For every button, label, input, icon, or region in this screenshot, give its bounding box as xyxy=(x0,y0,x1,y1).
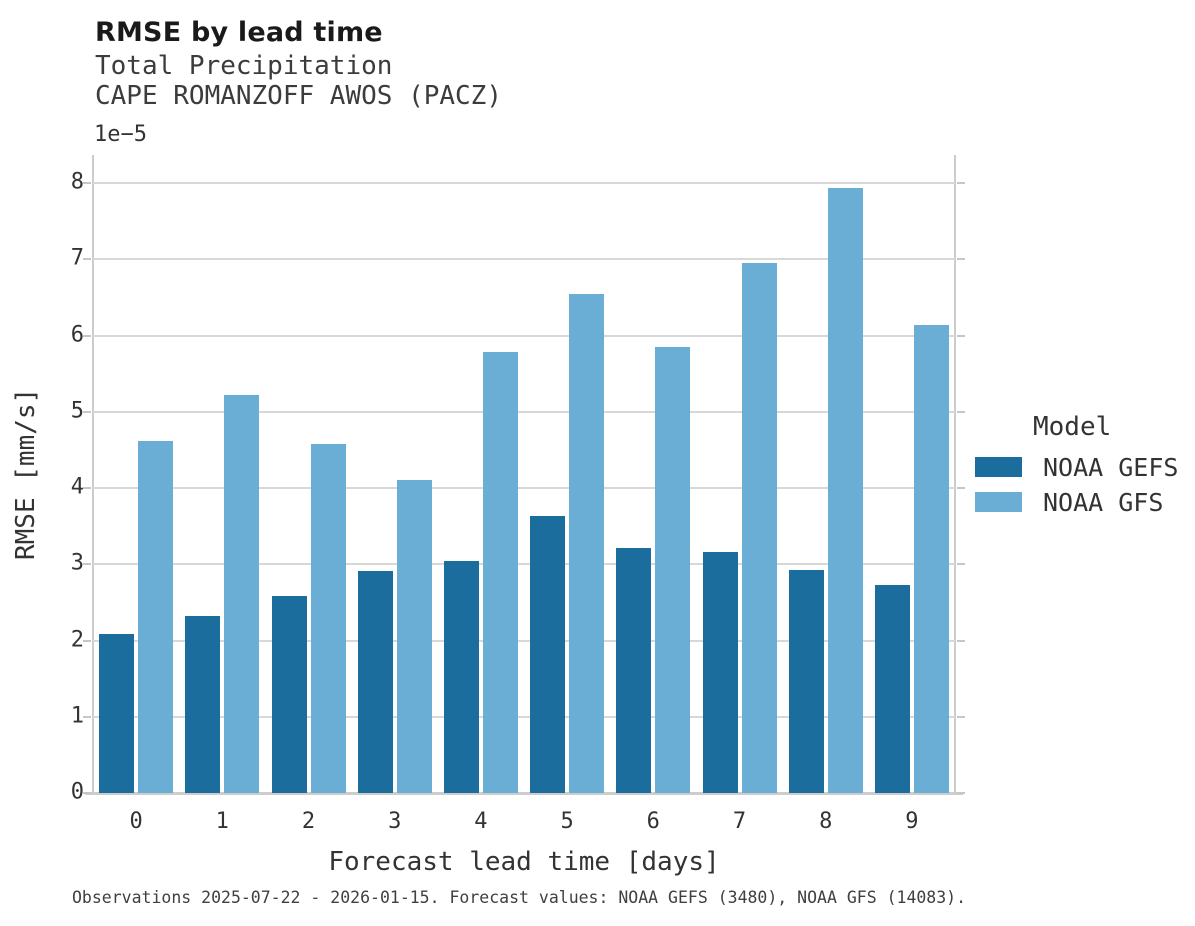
gridline-y-8 xyxy=(93,182,955,185)
y-tick-label-8: 8 xyxy=(70,169,84,195)
right-spine xyxy=(954,155,956,793)
bar-noaa-gefs-5 xyxy=(530,516,566,793)
y-tick-label-6: 6 xyxy=(70,322,84,348)
y-tick-label-1: 1 xyxy=(70,703,84,729)
bar-noaa-gfs-4 xyxy=(482,352,518,793)
bar-noaa-gefs-0 xyxy=(99,634,135,793)
bar-noaa-gfs-6 xyxy=(655,347,691,793)
legend-item-noaa-gfs: NOAA GFS xyxy=(975,488,1178,517)
bar-noaa-gfs-7 xyxy=(741,263,777,793)
left-spine xyxy=(92,155,94,793)
x-tick-label-9: 9 xyxy=(905,809,919,834)
y-tick-mark-left-1 xyxy=(83,715,91,718)
y-tick-mark-right-5 xyxy=(957,410,965,413)
x-tick-label-5: 5 xyxy=(560,809,574,834)
legend-item-noaa-gefs: NOAA GEFS xyxy=(975,453,1178,482)
x-tick-label-0: 0 xyxy=(129,809,143,834)
bar-noaa-gefs-7 xyxy=(702,552,738,793)
y-tick-mark-right-0 xyxy=(957,792,965,794)
gridline-y-3 xyxy=(93,563,955,566)
bar-noaa-gfs-1 xyxy=(224,395,260,793)
y-tick-mark-right-6 xyxy=(957,334,965,337)
x-tick-label-1: 1 xyxy=(215,809,229,834)
y-tick-mark-left-7 xyxy=(83,258,91,261)
bar-noaa-gefs-8 xyxy=(788,570,824,793)
x-axis-line xyxy=(85,792,963,795)
y-tick-mark-right-8 xyxy=(957,182,965,185)
legend-title: Model xyxy=(1033,412,1112,442)
y-tick-label-0: 0 xyxy=(70,779,84,805)
legend-swatch-noaa-gfs xyxy=(975,492,1022,512)
y-tick-mark-left-6 xyxy=(83,334,91,337)
bar-noaa-gefs-2 xyxy=(271,595,307,793)
x-axis-title: Forecast lead time [days] xyxy=(328,847,720,877)
y-tick-label-5: 5 xyxy=(70,398,84,424)
gridline-y-1 xyxy=(93,715,955,718)
bar-noaa-gfs-3 xyxy=(396,479,432,793)
plot-area xyxy=(83,155,965,795)
x-tick-label-3: 3 xyxy=(388,809,402,834)
bar-noaa-gefs-3 xyxy=(357,571,393,793)
legend-items: NOAA GEFS NOAA GFS xyxy=(975,453,1178,517)
y-tick-mark-right-7 xyxy=(957,258,965,261)
x-tick-label-8: 8 xyxy=(819,809,833,834)
bar-noaa-gefs-6 xyxy=(616,547,652,793)
y-tick-mark-right-2 xyxy=(957,639,965,642)
x-tick-label-4: 4 xyxy=(474,809,488,834)
x-tick-label-7: 7 xyxy=(732,809,747,834)
y-tick-label-4: 4 xyxy=(70,474,84,500)
gridline-y-4 xyxy=(93,487,955,490)
y-tick-mark-left-0 xyxy=(83,792,91,794)
gridline-y-6 xyxy=(93,334,955,337)
bar-noaa-gfs-8 xyxy=(827,187,863,793)
chart-subtitle-variable: Total Precipitation xyxy=(95,51,393,81)
y-tick-mark-left-3 xyxy=(83,563,91,566)
gridline-y-7 xyxy=(93,258,955,261)
y-tick-label-3: 3 xyxy=(70,550,84,576)
legend-swatch-noaa-gefs xyxy=(975,457,1022,477)
x-tick-label-2: 2 xyxy=(301,809,316,834)
y-tick-label-7: 7 xyxy=(70,245,84,271)
chart-subtitle-station: CAPE ROMANZOFF AWOS (PACZ) xyxy=(95,81,502,111)
y-tick-mark-right-4 xyxy=(957,487,965,490)
bar-noaa-gefs-1 xyxy=(185,616,221,793)
legend-label-noaa-gefs: NOAA GEFS xyxy=(1043,452,1179,482)
gridline-y-5 xyxy=(93,410,955,413)
y-axis-offset-label: 1e−5 xyxy=(94,122,147,147)
y-tick-label-2: 2 xyxy=(70,627,84,653)
x-tick-label-6: 6 xyxy=(646,809,660,834)
bar-noaa-gefs-4 xyxy=(443,560,479,793)
legend: Model NOAA GEFS NOAA GFS xyxy=(975,412,1178,517)
bar-noaa-gefs-9 xyxy=(874,584,910,793)
bar-noaa-gfs-5 xyxy=(569,293,605,793)
legend-label-noaa-gfs: NOAA GFS xyxy=(1043,487,1164,517)
bar-noaa-gfs-0 xyxy=(138,440,174,793)
caption-text: Observations 2025-07-22 - 2026-01-15. Fo… xyxy=(72,888,967,907)
y-tick-mark-left-8 xyxy=(83,182,91,185)
gridline-y-2 xyxy=(93,639,955,642)
y-tick-mark-left-5 xyxy=(83,410,91,413)
chart-title: RMSE by lead time xyxy=(95,17,383,48)
y-tick-mark-left-2 xyxy=(83,639,91,642)
y-tick-mark-left-4 xyxy=(83,487,91,490)
y-tick-mark-right-1 xyxy=(957,715,965,718)
bar-noaa-gfs-2 xyxy=(310,443,346,793)
bar-noaa-gfs-9 xyxy=(913,324,949,793)
y-tick-mark-right-3 xyxy=(957,563,965,566)
